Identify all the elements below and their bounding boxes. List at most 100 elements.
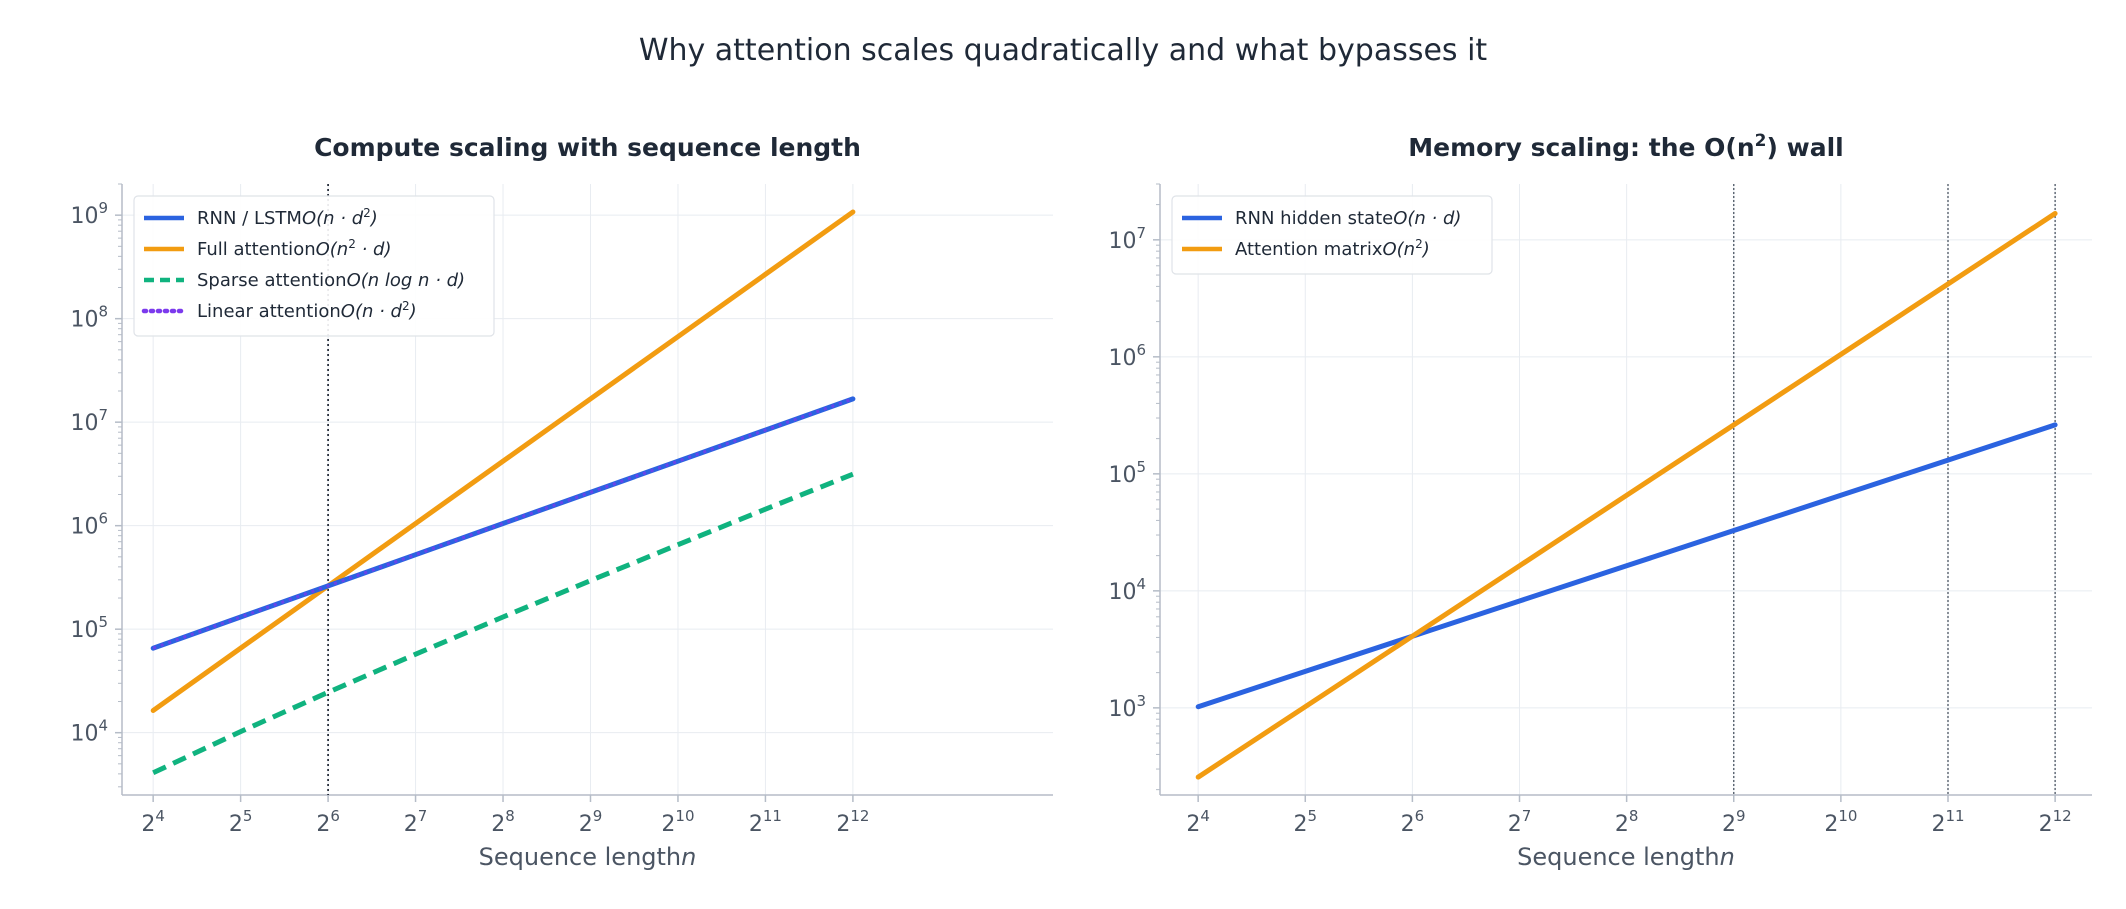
x-tick-exp: 12 [850, 807, 869, 825]
y-tick-base: 10 [70, 722, 98, 747]
y-tick-base: 10 [70, 515, 98, 540]
y-tick-base: 10 [1108, 697, 1136, 722]
x-tick-exp: 4 [155, 807, 165, 825]
legend-label: Linear attentionO(n · d2) [197, 299, 417, 322]
chart-title-text: Compute scaling with sequence length [314, 133, 861, 162]
legend-label: RNN hidden stateO(n · d) [1235, 208, 1461, 229]
x-tick-base: 2 [1824, 812, 1838, 837]
legend-name: Sparse attention [197, 270, 347, 291]
legend-formula-part: ) [369, 208, 378, 229]
legend-formula-part: ) [1421, 239, 1430, 260]
y-tick-base: 10 [70, 308, 98, 333]
x-tick-exp: 11 [763, 807, 782, 825]
legend-name: RNN / LSTM [197, 208, 302, 229]
y-tick-base: 10 [70, 204, 98, 229]
x-tick-exp: 5 [1307, 807, 1317, 825]
series-line-3 [152, 471, 854, 776]
y-tick-base: 10 [1108, 463, 1136, 488]
x-tick-label: 26 [1401, 807, 1425, 837]
y-tick-exp: 6 [98, 510, 108, 528]
legend-label: RNN / LSTMO(n · d2) [197, 206, 378, 229]
x-tick-base: 2 [1401, 812, 1415, 837]
legend-name: Full attention [197, 239, 316, 260]
y-tick-exp: 6 [1136, 341, 1146, 359]
y-tick-exp: 3 [1136, 692, 1146, 710]
x-tick-base: 2 [579, 812, 593, 837]
x-tick-label: 210 [661, 807, 694, 837]
legend-label: Sparse attentionO(n log n · d) [197, 270, 465, 291]
legend-formula-sup: 2 [1415, 237, 1423, 251]
x-tick-base: 2 [141, 812, 155, 837]
legend-formula-part: O(n · d [341, 301, 403, 322]
legend-formula-part: O(n log n · d) [347, 270, 466, 291]
x-tick-label: 29 [579, 807, 603, 837]
x-tick-exp: 11 [1945, 807, 1964, 825]
y-tick-label: 107 [1108, 224, 1146, 254]
chart-title-part: ) wall [1766, 133, 1843, 162]
x-tick-exp: 12 [2053, 807, 2072, 825]
x-axis-label-var: n [1720, 843, 1735, 871]
x-tick-label: 25 [1293, 807, 1317, 837]
y-tick-label: 109 [70, 199, 108, 229]
chart-title: Memory scaling: the O(n2) wall [1408, 131, 1843, 162]
x-tick-exp: 10 [675, 807, 694, 825]
chart-title-sup: 2 [1755, 131, 1767, 151]
legend-formula-part: · d) [356, 239, 392, 260]
x-tick-exp: 10 [1838, 807, 1857, 825]
x-tick-label: 24 [141, 807, 165, 837]
x-tick-label: 27 [404, 807, 428, 837]
legend-formula-part: O(n [316, 239, 349, 260]
y-tick-exp: 7 [1136, 224, 1146, 242]
x-tick-base: 2 [2039, 812, 2053, 837]
x-tick-base: 2 [1615, 812, 1629, 837]
y-tick-base: 10 [1108, 229, 1136, 254]
legend-formula-sup: 2 [363, 206, 371, 220]
x-tick-label: 212 [2039, 807, 2072, 837]
x-tick-exp: 9 [1736, 807, 1746, 825]
legend-formula-sup: 2 [402, 299, 410, 313]
y-tick-exp: 5 [98, 613, 108, 631]
x-tick-base: 2 [749, 812, 763, 837]
legend-formula-part: O(n [1382, 239, 1415, 260]
x-tick-base: 2 [661, 812, 675, 837]
x-tick-base: 2 [1186, 812, 1200, 837]
y-tick-base: 10 [70, 618, 98, 643]
x-tick-exp: 5 [243, 807, 253, 825]
y-tick-label: 104 [1108, 575, 1146, 605]
legend-box [133, 195, 495, 337]
x-tick-label: 26 [316, 807, 340, 837]
legend-formula-sup: 2 [348, 237, 356, 251]
y-tick-base: 10 [70, 411, 98, 436]
x-axis-label-text: Sequence length [1517, 843, 1720, 871]
y-tick-label: 104 [70, 717, 108, 747]
x-tick-label: 25 [229, 807, 253, 837]
y-tick-label: 107 [70, 406, 108, 436]
y-tick-label: 106 [1108, 341, 1146, 371]
x-tick-exp: 8 [505, 807, 515, 825]
y-tick-exp: 4 [98, 717, 108, 735]
legend-label: Attention matrixO(n2) [1235, 237, 1430, 260]
x-tick-label: 29 [1722, 807, 1746, 837]
x-tick-label: 210 [1824, 807, 1857, 837]
legend-formula-part: O(n · d [302, 208, 364, 229]
x-axis-label-var: n [681, 843, 696, 871]
x-tick-exp: 6 [1415, 807, 1425, 825]
legend-name: Attention matrix [1235, 239, 1383, 260]
x-tick-label: 211 [1931, 807, 1964, 837]
y-tick-exp: 4 [1136, 575, 1146, 593]
series-line-2 [150, 209, 856, 713]
y-tick-label: 103 [1108, 692, 1146, 722]
series-line-2 [1195, 211, 2058, 780]
chart-title: Compute scaling with sequence length [314, 133, 861, 162]
x-tick-label: 24 [1186, 807, 1210, 837]
x-tick-base: 2 [1293, 812, 1307, 837]
y-tick-label: 106 [70, 510, 108, 540]
x-tick-exp: 6 [330, 807, 340, 825]
x-axis-label-text: Sequence length [479, 843, 682, 871]
x-tick-base: 2 [491, 812, 505, 837]
y-tick-base: 10 [1108, 580, 1136, 605]
y-tick-exp: 7 [98, 406, 108, 424]
